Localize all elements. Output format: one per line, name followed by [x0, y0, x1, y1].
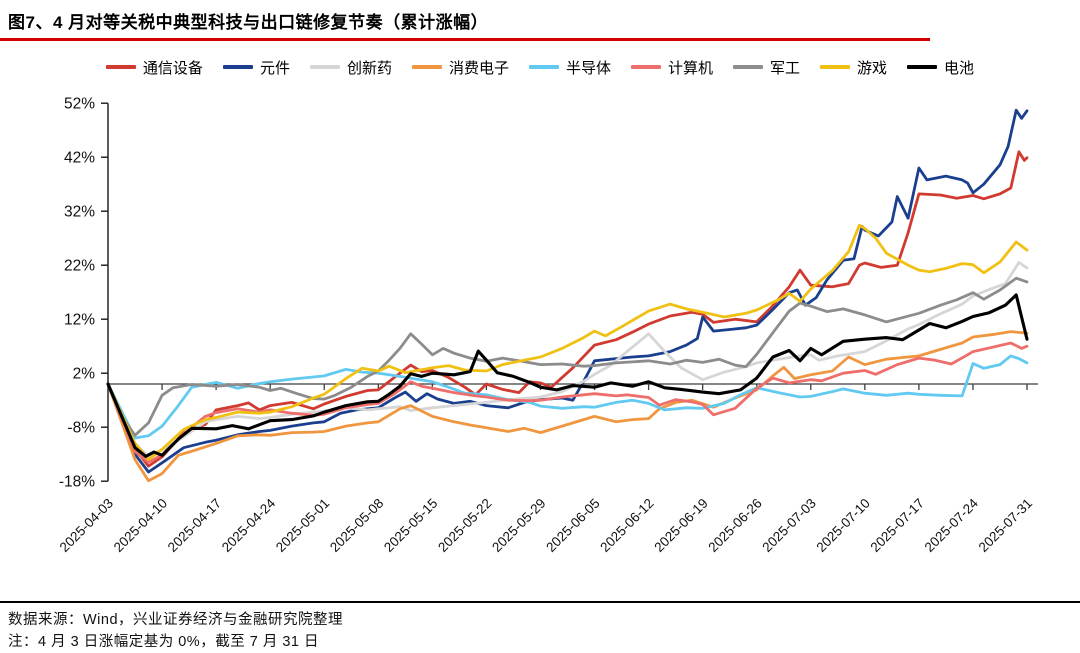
y-tick-label: 22% — [64, 258, 95, 275]
y-tick-label: -8% — [67, 420, 95, 437]
x-tick-label: 2025-06-26 — [705, 496, 764, 555]
x-tick-label: 2025-04-17 — [165, 496, 224, 555]
y-tick-label: 12% — [64, 312, 95, 329]
x-tick-label: 2025-07-31 — [976, 496, 1035, 555]
series-line-游戏 — [106, 223, 1029, 462]
footer: 数据来源：Wind，兴业证券经济与金融研究院整理 注：4 月 3 日涨幅定基为 … — [0, 601, 1080, 653]
legend-label: 元件 — [259, 59, 290, 77]
legend-item-1: 通信设备 — [105, 57, 203, 78]
legend-item-6: 计算机 — [631, 57, 713, 78]
legend-item-4: 消费电子 — [411, 57, 509, 78]
x-tick-label: 2025-05-08 — [327, 496, 386, 555]
x-tick-label: 2025-06-05 — [543, 496, 602, 555]
x-tick-label: 2025-05-29 — [489, 496, 548, 555]
cumulative-return-line-chart: 52%42%32%22%12%2%-8%-18%2025-04-032025-0… — [57, 96, 1038, 555]
series-line-电池 — [106, 293, 1029, 458]
legend-swatch-icon — [631, 65, 661, 69]
legend-item-3: 创新药 — [309, 57, 392, 78]
x-tick-label: 2025-07-24 — [922, 495, 982, 555]
y-tick-label: 42% — [64, 150, 95, 167]
y-tick-label: 52% — [64, 96, 95, 113]
series-line-元件 — [106, 108, 1029, 474]
x-tick-label: 2025-04-10 — [111, 496, 170, 555]
y-tick-label: 32% — [64, 204, 95, 221]
legend-item-9: 电池 — [907, 57, 974, 78]
x-tick-label: 2025-05-15 — [381, 496, 440, 555]
legend-label: 创新药 — [346, 59, 392, 77]
legend-item-5: 半导体 — [528, 57, 611, 78]
series-line-消费电子 — [106, 330, 1029, 483]
legend-label: 电池 — [944, 59, 975, 77]
legend-item-8: 游戏 — [820, 57, 887, 78]
legend-label: 军工 — [770, 59, 801, 77]
legend-swatch-icon — [411, 65, 442, 69]
series-line-通信设备 — [106, 150, 1029, 468]
legend-swatch-icon — [733, 65, 764, 69]
legend-swatch-icon — [528, 65, 559, 69]
x-tick-label: 2025-05-01 — [273, 496, 332, 555]
legend-swatch-icon — [309, 65, 340, 69]
x-tick-label: 2025-07-17 — [868, 496, 927, 555]
legend-label: 通信设备 — [142, 59, 203, 77]
data-source-note: 数据来源：Wind，兴业证券经济与金融研究院整理 — [8, 612, 344, 628]
series-line-创新药 — [106, 261, 1029, 459]
legend-label: 游戏 — [857, 59, 888, 77]
base-date-note: 注：4 月 3 日涨幅定基为 0%，截至 7 月 31 日 — [8, 634, 320, 650]
legend-label: 计算机 — [668, 59, 714, 77]
x-tick-label: 2025-04-03 — [57, 496, 116, 555]
x-tick-label: 2025-04-24 — [219, 495, 279, 555]
legend-swatch-icon — [907, 65, 938, 69]
legend-swatch-icon — [105, 65, 136, 69]
legend-label: 消费电子 — [448, 59, 509, 77]
x-tick-label: 2025-06-19 — [651, 496, 710, 555]
x-tick-label: 2025-05-22 — [435, 496, 494, 555]
chart-legend: 通信设备 元件 创新药 消费电子 半导体 计算机 军工 游戏 电池 — [0, 55, 1080, 79]
chart-area: 52% 42% 32% 22% 12% 2% -8% -18% 2025-04-03 2025-0… — [0, 79, 1080, 599]
legend-swatch-icon — [820, 65, 851, 69]
x-tick-label: 2025-06-12 — [597, 496, 656, 555]
title-underline — [0, 38, 930, 41]
legend-label: 半导体 — [565, 59, 611, 77]
series-line-半导体 — [106, 354, 1029, 440]
x-tick-label: 2025-07-03 — [759, 496, 818, 555]
legend-item-2: 元件 — [222, 57, 290, 78]
legend-item-7: 军工 — [733, 57, 800, 78]
page-title: 图7、4 月对等关税中典型科技与出口链修复节奏（累计涨幅） — [8, 13, 489, 32]
x-tick-label: 2025-07-10 — [814, 496, 873, 555]
legend-swatch-icon — [222, 65, 253, 69]
y-tick-label: 2% — [73, 366, 96, 383]
y-tick-label: -18% — [59, 474, 95, 491]
